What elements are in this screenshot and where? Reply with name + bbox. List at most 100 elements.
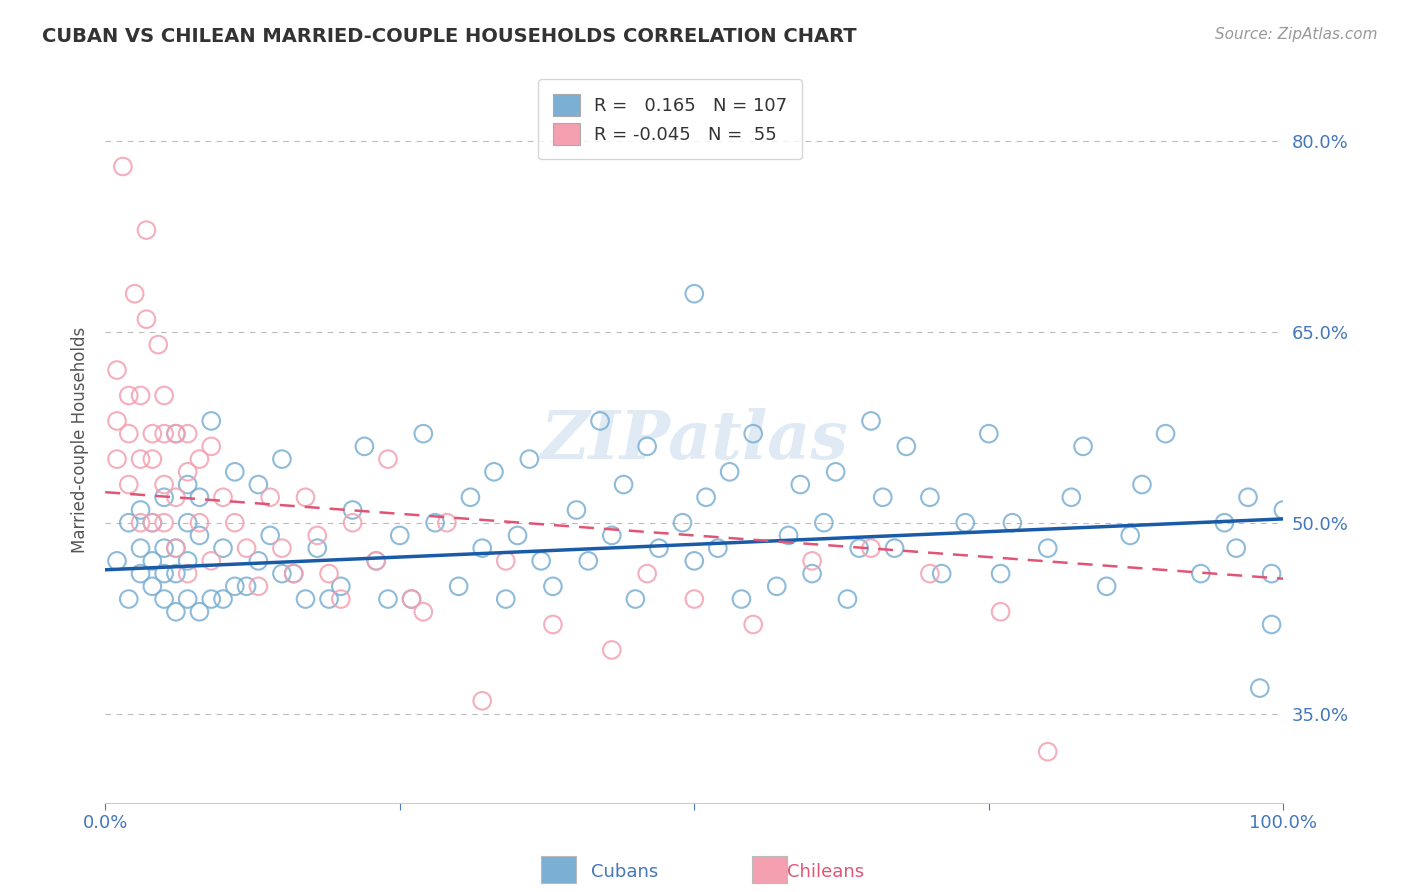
Point (188, 528, 211, 542)
Point (212, 592, 235, 607)
Point (271, 452, 294, 467)
Text: Source: ZipAtlas.com: Source: ZipAtlas.com (1215, 27, 1378, 42)
Point (153, 592, 176, 607)
Text: CUBAN VS CHILEAN MARRIED-COUPLE HOUSEHOLDS CORRELATION CHART: CUBAN VS CHILEAN MARRIED-COUPLE HOUSEHOL… (42, 27, 856, 45)
Point (176, 566, 198, 581)
Point (235, 541, 257, 556)
Point (224, 516, 246, 530)
Point (412, 605, 434, 619)
Point (859, 541, 882, 556)
Point (188, 605, 211, 619)
Point (141, 452, 163, 467)
Point (366, 554, 388, 568)
Point (153, 477, 176, 491)
Point (801, 566, 824, 581)
Point (141, 426, 163, 441)
Point (683, 592, 706, 607)
Point (118, 477, 141, 491)
Point (259, 490, 281, 504)
Point (118, 388, 141, 402)
Point (129, 566, 152, 581)
Point (613, 477, 636, 491)
Point (165, 541, 187, 556)
Point (401, 592, 423, 607)
Point (129, 503, 152, 517)
Point (423, 516, 446, 530)
Point (148, 337, 170, 351)
Point (648, 541, 671, 556)
Point (883, 541, 905, 556)
Point (307, 541, 329, 556)
Point (188, 490, 211, 504)
Point (789, 477, 811, 491)
Point (235, 579, 257, 593)
Point (105, 554, 128, 568)
Point (447, 579, 470, 593)
Point (471, 541, 494, 556)
Point (129, 452, 152, 467)
Text: Cubans: Cubans (591, 863, 658, 881)
Point (848, 541, 870, 556)
Point (200, 439, 222, 453)
Point (388, 528, 411, 542)
Point (259, 528, 281, 542)
Point (918, 490, 941, 504)
Point (624, 592, 647, 607)
Point (105, 363, 128, 377)
Point (990, 566, 1012, 581)
Point (247, 477, 270, 491)
Point (482, 465, 505, 479)
Legend: R =   0.165   N = 107, R = -0.045   N =  55: R = 0.165 N = 107, R = -0.045 N = 55 (538, 79, 801, 160)
Point (412, 426, 434, 441)
Point (318, 592, 340, 607)
Point (153, 388, 176, 402)
Point (283, 566, 305, 581)
Point (118, 426, 141, 441)
Point (176, 554, 198, 568)
Point (118, 516, 141, 530)
Point (730, 592, 752, 607)
Point (1036, 541, 1059, 556)
Point (165, 426, 187, 441)
Point (353, 439, 375, 453)
Point (517, 452, 540, 467)
Point (129, 516, 152, 530)
Point (176, 426, 198, 441)
Point (1130, 477, 1153, 491)
Point (165, 605, 187, 619)
Point (188, 516, 211, 530)
Point (931, 566, 953, 581)
Point (671, 516, 693, 530)
Point (683, 554, 706, 568)
Point (471, 694, 494, 708)
Point (377, 452, 399, 467)
Point (1189, 566, 1212, 581)
Point (342, 516, 364, 530)
Point (200, 414, 222, 428)
Point (135, 312, 157, 326)
Point (318, 566, 340, 581)
Point (1154, 426, 1177, 441)
Point (124, 286, 146, 301)
Point (176, 477, 198, 491)
Point (541, 579, 564, 593)
Point (460, 490, 482, 504)
Point (329, 579, 352, 593)
Point (165, 426, 187, 441)
Point (294, 490, 316, 504)
Point (896, 439, 918, 453)
Point (541, 617, 564, 632)
Point (153, 541, 176, 556)
Point (200, 592, 222, 607)
Point (165, 541, 187, 556)
Point (990, 605, 1012, 619)
Point (366, 554, 388, 568)
Point (1213, 516, 1236, 530)
Point (271, 541, 294, 556)
Point (176, 465, 198, 479)
Point (153, 490, 176, 504)
Point (377, 592, 399, 607)
Point (247, 579, 270, 593)
Point (111, 160, 134, 174)
Point (636, 439, 658, 453)
